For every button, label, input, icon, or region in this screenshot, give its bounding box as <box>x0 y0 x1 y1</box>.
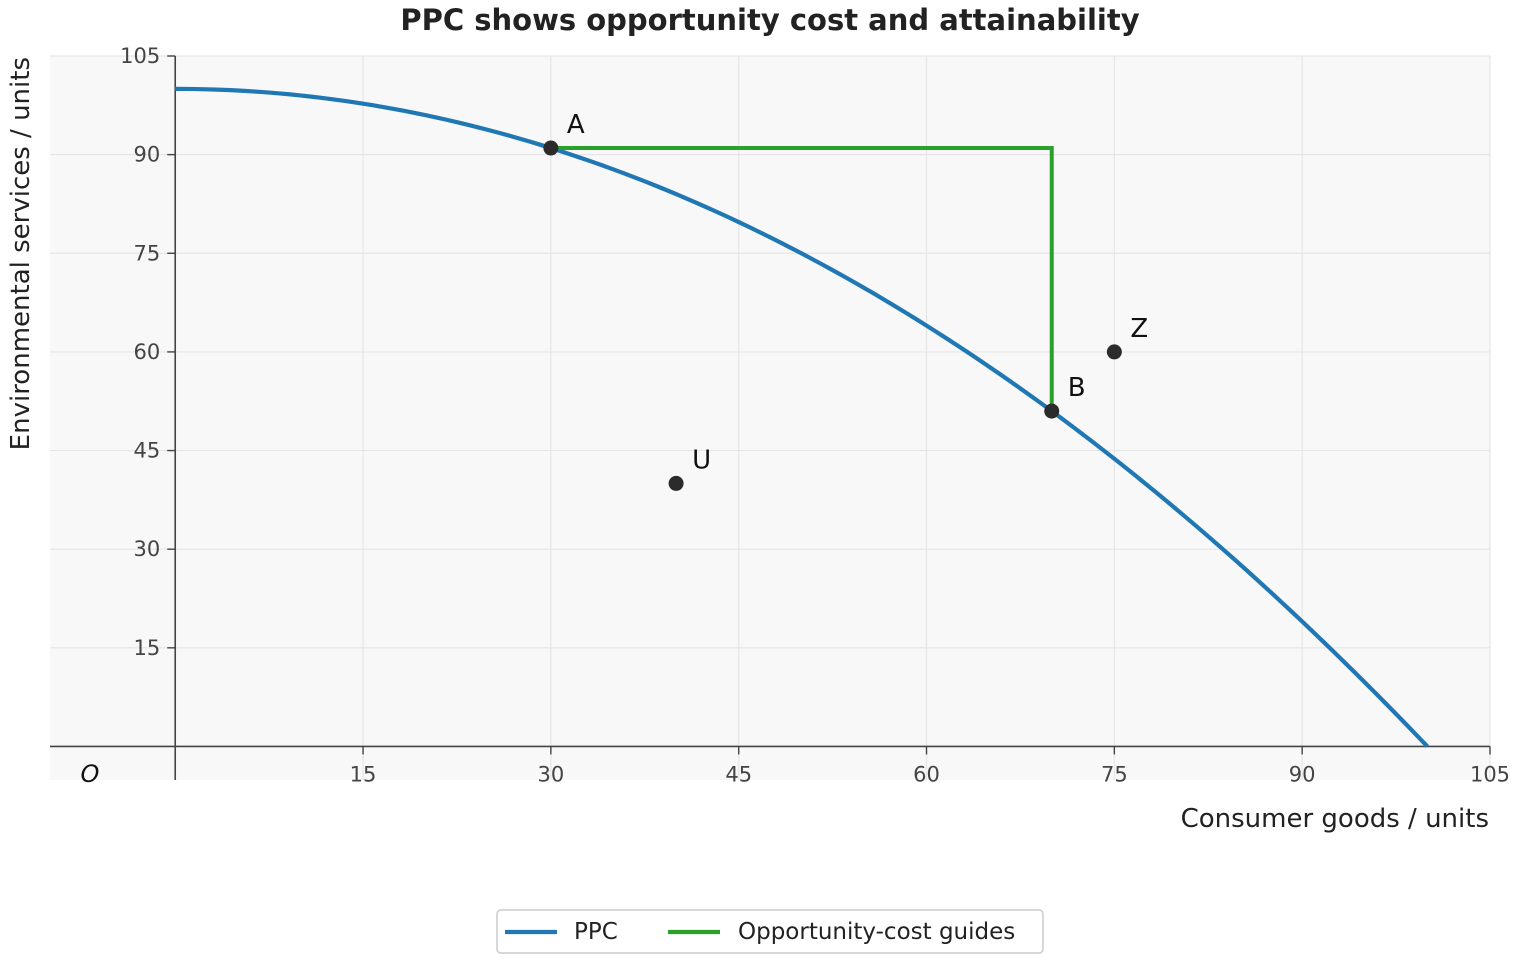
ticks: 15 30 45 60 75 90 105 15 30 45 60 75 90 105 <box>120 44 1510 786</box>
chart-title: PPC shows opportunity cost and attainabi… <box>400 3 1139 37</box>
x-axis-label: Consumer goods / units <box>1181 804 1489 834</box>
point-z-label: Z <box>1130 314 1148 344</box>
plot-background <box>50 56 1490 780</box>
point-a-marker <box>543 140 559 156</box>
legend-label-2: Opportunity-cost guides <box>738 919 1015 945</box>
x-tick-label: 90 <box>1289 762 1316 786</box>
point-a-label: A <box>567 110 585 140</box>
point-u-marker <box>668 475 684 491</box>
legend-label-1: PPC <box>574 919 618 945</box>
y-tick-label: 30 <box>133 537 160 561</box>
x-tick-label: 105 <box>1470 762 1510 786</box>
axes <box>50 56 1490 780</box>
series <box>175 86 1429 748</box>
points: A B Z U <box>543 110 1148 491</box>
x-tick-label: 30 <box>538 762 565 786</box>
legend-box <box>496 909 1044 954</box>
x-tick-label: 60 <box>913 762 940 786</box>
y-tick-label: 75 <box>133 241 160 265</box>
point-b-marker <box>1044 403 1060 419</box>
y-tick-label: 15 <box>133 636 160 660</box>
x-tick-label: 75 <box>1101 762 1128 786</box>
legend: PPC Opportunity-cost guides <box>496 909 1044 954</box>
y-tick-label: 45 <box>133 439 160 463</box>
y-tick-label: 90 <box>133 143 160 167</box>
point-u-label: U <box>692 445 711 475</box>
point-z-marker <box>1106 344 1122 360</box>
opportunity-cost-guides <box>550 146 1054 412</box>
x-tick-label: 15 <box>350 762 377 786</box>
ppc-curve <box>175 86 1429 748</box>
origin-label: O <box>81 760 100 788</box>
x-tick-label: 45 <box>725 762 752 786</box>
point-b-label: B <box>1068 373 1086 403</box>
y-tick-label: 105 <box>120 44 160 68</box>
grid <box>50 55 1491 780</box>
y-axis-label: Environmental services / units <box>6 57 36 450</box>
y-tick-label: 60 <box>133 340 160 364</box>
